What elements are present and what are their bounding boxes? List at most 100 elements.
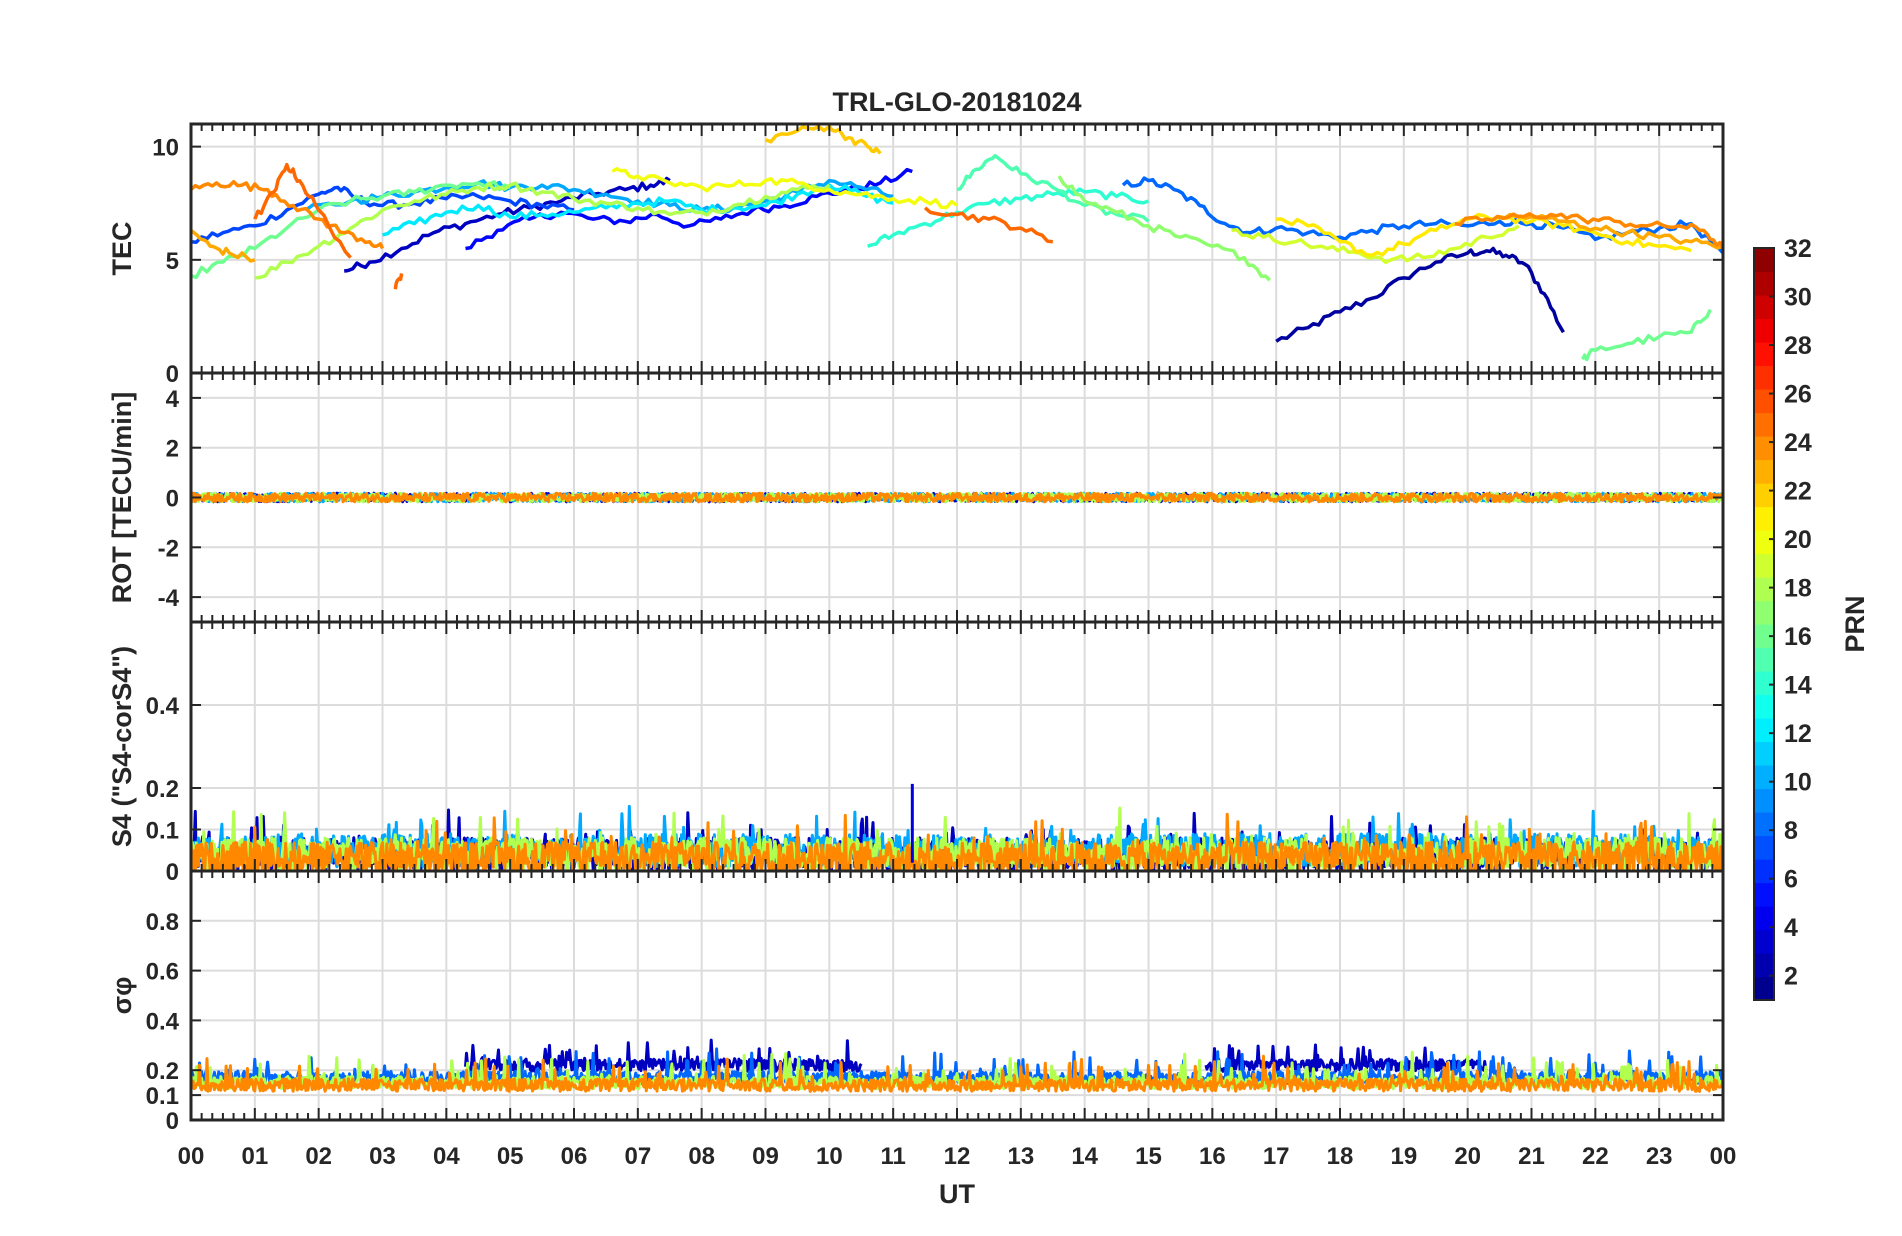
colorbar-tick-label: 24 (1784, 429, 1812, 457)
colorbar-swatch (1754, 694, 1774, 719)
sigma_phi-series-prn-3 (464, 1038, 863, 1073)
data-sigma_phi (191, 1038, 1723, 1093)
x-tick-label: 00 (178, 1143, 205, 1170)
chart-title: TRL-GLO-20181024 (832, 87, 1081, 117)
tec-series-prn-25 (923, 206, 1053, 244)
grid-s4 (191, 622, 1723, 871)
sigma_phi-series-prn-3 (1204, 1043, 1488, 1073)
colorbar-tick-label: 14 (1784, 672, 1812, 700)
colorbar-swatch (1754, 647, 1774, 672)
x-tick-label: 10 (816, 1143, 843, 1170)
y-axis-label-s4: S4 ("S4-corS4") (107, 646, 137, 847)
colorbar-swatch (1754, 600, 1774, 625)
y-axis-label-rot: ROT [TECU/min] (107, 392, 137, 603)
colorbar-tick-label: 28 (1784, 332, 1812, 360)
colorbar-swatch (1754, 271, 1774, 296)
x-tick-label: 05 (497, 1143, 524, 1170)
data-tec (191, 124, 1723, 362)
data-rot (191, 491, 1723, 504)
colorbar-swatch (1754, 859, 1774, 884)
x-tick-label: 23 (1646, 1143, 1673, 1170)
colorbar-swatch (1754, 577, 1774, 602)
colorbar-swatch (1754, 389, 1774, 414)
y-tick-label: 0.4 (146, 1008, 180, 1035)
tec-series-prn-15 (956, 153, 1150, 223)
x-tick-label: 14 (1071, 1143, 1098, 1170)
y-tick-label: 10 (152, 135, 179, 162)
colorbar-swatch (1754, 812, 1774, 837)
colorbar-tick-label: 32 (1784, 235, 1812, 263)
tec-series-prn-24 (191, 179, 385, 250)
rot-series-prn-24 (191, 491, 1723, 504)
x-tick-label: 17 (1263, 1143, 1290, 1170)
x-tick-label: 11 (880, 1143, 905, 1170)
y-axis-label-tec: TEC (107, 222, 137, 276)
colorbar-swatch (1754, 906, 1774, 931)
colorbar-swatch (1754, 835, 1774, 860)
colorbar-swatch (1754, 671, 1774, 696)
colorbar-tick-label: 16 (1784, 623, 1812, 651)
colorbar-tick-label: 22 (1784, 478, 1812, 506)
tec-series-prn-20 (611, 167, 959, 210)
x-tick-label: 04 (433, 1143, 460, 1170)
tec-series-prn-25 (253, 162, 352, 259)
x-tick-label: 02 (305, 1143, 332, 1170)
x-tick-label: 16 (1199, 1143, 1226, 1170)
x-axis-label: UT (939, 1179, 975, 1209)
y-tick-label: 5 (166, 248, 179, 275)
y-tick-label: 0.1 (146, 1083, 179, 1110)
panel-tec: 0 5 10 TEC (107, 122, 1725, 388)
y-tick-label: 0 (166, 486, 179, 513)
colorbar-tick-label: 2 (1784, 963, 1798, 991)
tec-series-prn-3 (343, 176, 671, 273)
grid-tec (191, 124, 1723, 373)
y-tick-label: 0 (166, 859, 179, 886)
colorbar-swatch (1754, 624, 1774, 649)
y-tick-label: -4 (158, 585, 180, 612)
colorbar-tick-label: 10 (1784, 769, 1812, 797)
colorbar-swatch (1754, 553, 1774, 578)
colorbar-swatch (1754, 436, 1774, 461)
y-tick-label: 0.6 (146, 959, 179, 986)
x-tick-label: 00 (1710, 1143, 1737, 1170)
y-tick-label: 0.2 (146, 1058, 179, 1085)
colorbar-tick-label: 8 (1784, 817, 1798, 845)
colorbar-swatch (1754, 248, 1774, 273)
colorbar-swatch (1754, 718, 1774, 743)
tec-series-prn-22 (764, 124, 882, 155)
tec-series-prn-25 (393, 273, 404, 290)
tec-series-prn-7 (191, 185, 575, 244)
panel-s4: 0 0.1 0.2 0.4 S4 ("S4-corS4") (107, 620, 1725, 886)
colorbar-swatch (1754, 788, 1774, 813)
x-tick-label: 19 (1390, 1143, 1417, 1170)
tec-series-prn-17 (1057, 175, 1272, 282)
x-tick-label: 15 (1135, 1143, 1162, 1170)
colorbar-swatch (1754, 412, 1774, 437)
colorbar-swatch (1754, 953, 1774, 978)
sigma_phi-series-prn-24 (191, 1054, 1723, 1093)
colorbar-tick-label: 12 (1784, 720, 1812, 748)
tec-series-prn-24 (1454, 212, 1723, 250)
colorbar-tick-label: 4 (1784, 914, 1798, 942)
tec-series-prn-19 (1231, 224, 1520, 265)
colorbar-swatch (1754, 530, 1774, 555)
colorbar-swatch (1754, 483, 1774, 508)
x-tick-label: 08 (688, 1143, 715, 1170)
tec-series-prn-14 (867, 187, 1150, 248)
colorbar-swatch (1754, 295, 1774, 320)
ticks-sigma_phi (190, 871, 1724, 1121)
x-tick-label: 06 (561, 1143, 588, 1170)
colorbar-swatch (1754, 318, 1774, 343)
y-tick-label: 0.2 (146, 776, 179, 803)
x-tick-label: 13 (1007, 1143, 1034, 1170)
y-tick-label: 0.4 (146, 693, 180, 720)
y-tick-label: 0 (166, 361, 179, 388)
x-tick-label: 18 (1327, 1143, 1354, 1170)
y-axis-label-sigma_phi: σφ (107, 977, 137, 1015)
colorbar-swatch (1754, 929, 1774, 954)
colorbar-swatch (1754, 765, 1774, 790)
tec-series-prn-21 (1276, 212, 1692, 258)
tec-series-prn-12 (382, 183, 894, 237)
panel-sigma_phi: 00.10.2 0.4 0.6 0.8 σφ (107, 869, 1725, 1135)
x-tick-label: 21 (1518, 1143, 1545, 1170)
